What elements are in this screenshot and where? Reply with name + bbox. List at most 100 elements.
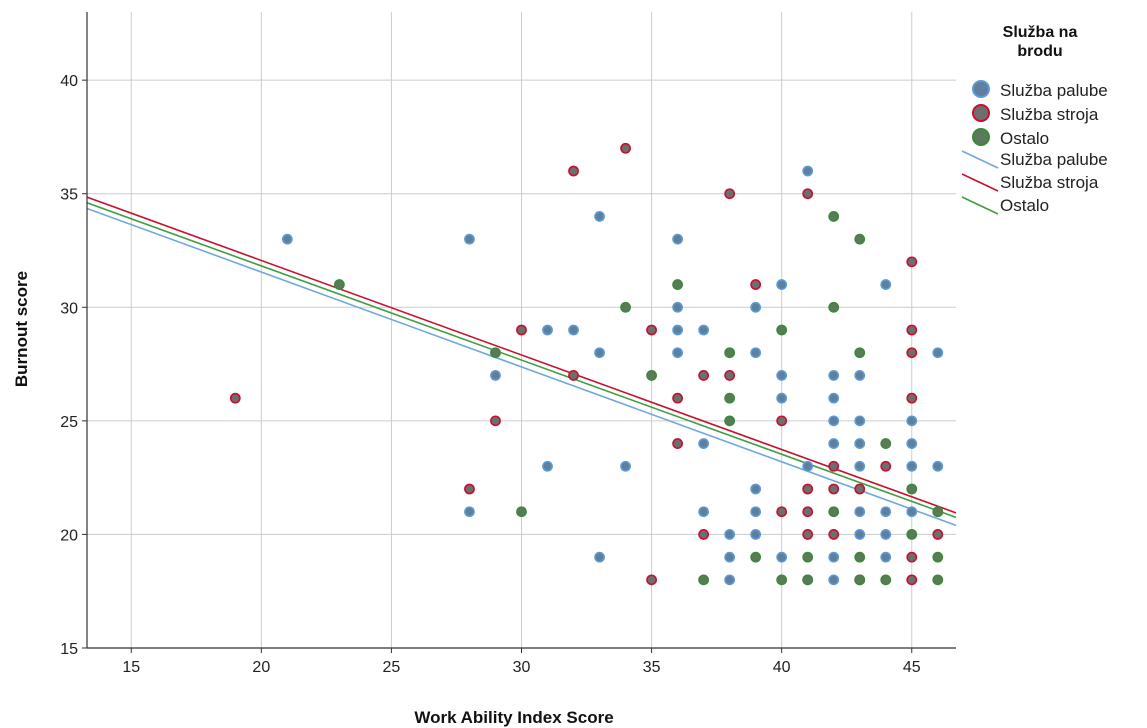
point-deck bbox=[802, 165, 814, 177]
point-deck bbox=[724, 529, 736, 540]
point-other bbox=[802, 551, 814, 563]
legend-label-other: Ostalo bbox=[1000, 129, 1049, 148]
x-tick-label: 15 bbox=[122, 659, 140, 676]
point-other bbox=[776, 324, 788, 336]
point-deck bbox=[750, 529, 762, 540]
point-engine bbox=[906, 347, 918, 359]
point-deck bbox=[906, 506, 918, 518]
point-other bbox=[854, 233, 866, 245]
point-deck bbox=[906, 460, 918, 472]
point-deck bbox=[828, 438, 840, 449]
x-tick-label: 30 bbox=[513, 659, 531, 676]
point-engine bbox=[906, 256, 918, 268]
legend-fit-label-deck: Služba palube bbox=[1000, 150, 1108, 169]
point-other bbox=[672, 279, 684, 290]
point-deck bbox=[698, 324, 710, 336]
point-engine bbox=[620, 142, 631, 154]
point-deck bbox=[776, 279, 788, 290]
point-engine bbox=[854, 483, 866, 495]
x-tick-label: 25 bbox=[383, 659, 401, 676]
point-other bbox=[776, 574, 788, 586]
legend-line-deck bbox=[961, 150, 999, 169]
point-engine bbox=[906, 551, 918, 563]
point-engine bbox=[464, 483, 475, 495]
point-engine bbox=[646, 574, 657, 586]
point-deck bbox=[490, 370, 501, 381]
point-engine bbox=[906, 324, 918, 336]
point-other bbox=[802, 574, 814, 586]
point-other bbox=[516, 506, 527, 518]
point-other bbox=[646, 370, 657, 381]
x-tick-label: 45 bbox=[903, 659, 921, 676]
data-points bbox=[229, 142, 944, 586]
point-deck bbox=[828, 415, 840, 427]
point-engine bbox=[802, 506, 814, 518]
legend-line-other bbox=[961, 196, 999, 215]
point-engine bbox=[932, 529, 944, 540]
point-other bbox=[750, 551, 762, 563]
legend-marker-deck bbox=[972, 80, 990, 98]
point-other bbox=[906, 529, 918, 540]
point-deck bbox=[854, 506, 866, 518]
point-engine bbox=[906, 392, 918, 404]
point-engine bbox=[906, 574, 918, 586]
point-other bbox=[854, 347, 866, 359]
point-engine bbox=[568, 370, 579, 381]
legend-label-engine: Služba stroja bbox=[1000, 105, 1099, 124]
point-other bbox=[880, 438, 892, 449]
y-tick-label: 20 bbox=[60, 527, 78, 544]
legend-title-line2: brodu bbox=[1017, 43, 1062, 60]
point-other bbox=[854, 574, 866, 586]
point-engine bbox=[568, 165, 579, 177]
point-other bbox=[880, 574, 892, 586]
point-deck bbox=[854, 460, 866, 472]
point-engine bbox=[698, 529, 710, 540]
point-deck bbox=[750, 347, 762, 359]
legend-title-line1: Služba na bbox=[1003, 24, 1078, 41]
point-engine bbox=[776, 415, 788, 427]
point-engine bbox=[828, 483, 840, 495]
tick-labels: 15 20 25 30 35 40 45 15 20 25 30 35 40 bbox=[60, 73, 921, 676]
point-engine bbox=[828, 529, 840, 540]
point-engine bbox=[802, 188, 814, 200]
point-deck bbox=[698, 438, 710, 449]
point-deck bbox=[828, 574, 840, 586]
point-deck bbox=[698, 506, 710, 518]
point-deck bbox=[542, 460, 553, 472]
point-other bbox=[724, 415, 736, 427]
point-engine bbox=[229, 392, 241, 404]
point-engine bbox=[776, 506, 788, 518]
point-other bbox=[698, 574, 710, 586]
point-engine bbox=[490, 415, 501, 427]
point-other bbox=[490, 347, 501, 359]
point-deck bbox=[906, 415, 918, 427]
point-deck bbox=[594, 211, 605, 222]
x-tick-label: 40 bbox=[773, 659, 791, 676]
legend-fit-label-engine: Služba stroja bbox=[1000, 173, 1099, 192]
point-engine bbox=[724, 188, 736, 200]
point-deck bbox=[594, 551, 605, 563]
point-other bbox=[854, 551, 866, 563]
point-deck bbox=[906, 438, 918, 449]
point-other bbox=[828, 301, 840, 313]
point-deck bbox=[854, 370, 866, 381]
point-deck bbox=[880, 529, 892, 540]
legend-marker-other bbox=[972, 128, 990, 146]
legend-fit-label-other: Ostalo bbox=[1000, 196, 1049, 215]
point-deck bbox=[932, 460, 944, 472]
point-other bbox=[932, 551, 944, 563]
point-deck bbox=[828, 370, 840, 381]
x-tick-label: 20 bbox=[252, 659, 270, 676]
point-deck bbox=[672, 233, 684, 245]
point-deck bbox=[880, 279, 892, 290]
point-other bbox=[828, 211, 840, 222]
point-deck bbox=[724, 574, 736, 586]
legend-label-deck: Služba palube bbox=[1000, 81, 1108, 100]
point-deck bbox=[802, 460, 814, 472]
point-other bbox=[333, 279, 345, 290]
point-deck bbox=[281, 233, 293, 245]
x-tick-label: 35 bbox=[643, 659, 661, 676]
y-tick-label: 35 bbox=[60, 187, 78, 204]
point-deck bbox=[776, 370, 788, 381]
point-other bbox=[828, 506, 840, 518]
